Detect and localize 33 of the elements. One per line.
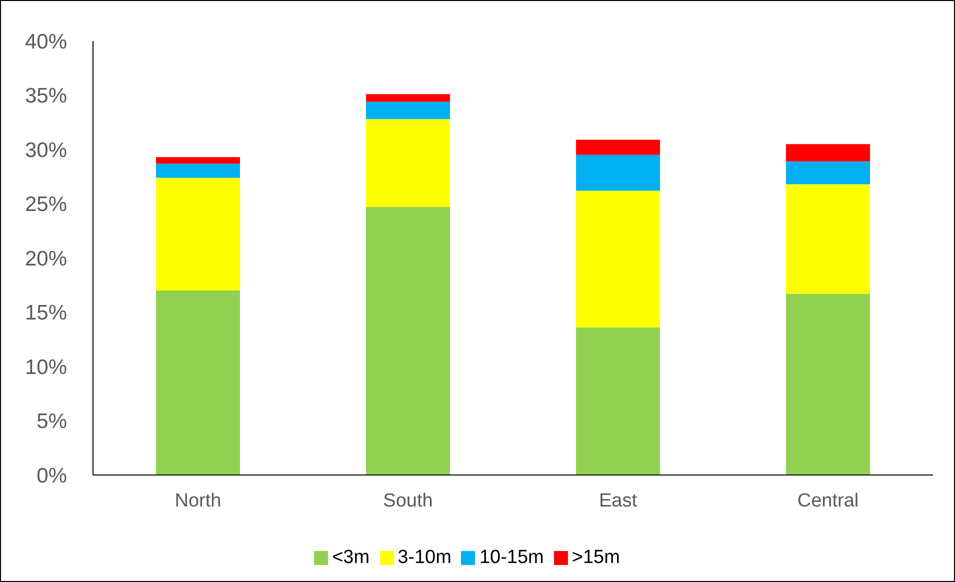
bar: [366, 207, 450, 475]
bar: [366, 102, 450, 120]
y-tick-label: 30%: [24, 138, 67, 162]
bar: [156, 178, 240, 291]
x-tick-label: Central: [797, 490, 859, 512]
bar: [786, 144, 870, 162]
bar: [786, 294, 870, 475]
bar: [576, 140, 660, 155]
bar: [156, 164, 240, 178]
x-tick-label: North: [174, 490, 222, 512]
y-tick-label: 10%: [24, 356, 67, 379]
x-tick-label: South: [383, 490, 433, 512]
bar: [156, 290, 240, 475]
y-tick-label: 15%: [24, 302, 67, 325]
bar: [156, 157, 240, 164]
legend-label: 3-10m: [398, 547, 452, 568]
y-tick-label: 20%: [24, 247, 67, 270]
bar: [786, 184, 870, 294]
bar: [366, 119, 450, 208]
bar: [576, 327, 660, 475]
y-tick-label: 40%: [24, 30, 67, 54]
legend-label: 10-15m: [479, 547, 544, 568]
y-tick-label: 5%: [36, 410, 67, 434]
y-tick-label: 25%: [24, 193, 67, 216]
bar: [576, 190, 660, 328]
legend-label: >15m: [572, 547, 620, 568]
bar: [366, 94, 450, 102]
bar: [786, 161, 870, 184]
x-tick-label: East: [598, 490, 638, 512]
y-tick-label: 0%: [36, 464, 67, 488]
legend-label: <3m: [332, 547, 370, 568]
bar: [576, 154, 660, 191]
y-tick-label: 35%: [24, 84, 67, 108]
